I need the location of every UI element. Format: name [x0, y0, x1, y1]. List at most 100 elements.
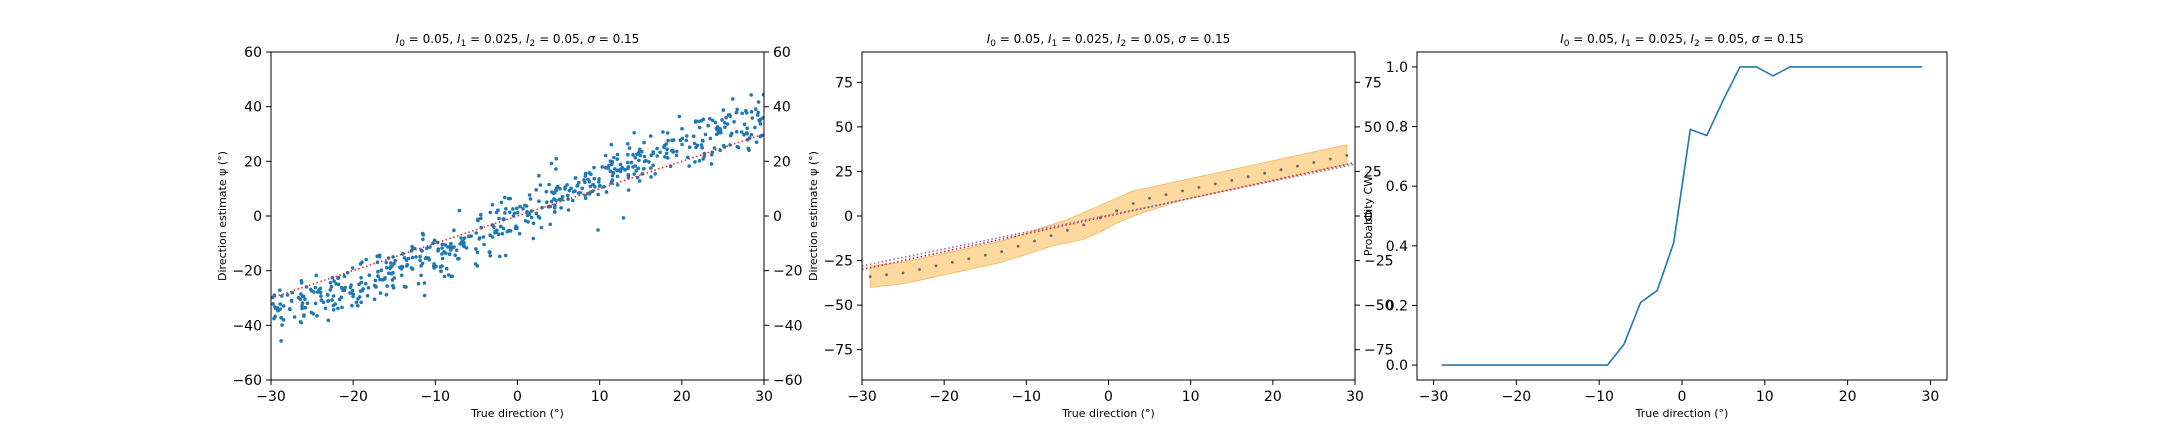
scatter-point: [701, 157, 705, 161]
scatter-point: [615, 157, 620, 161]
scatter-point: [735, 107, 739, 112]
scatter-point: [731, 97, 735, 101]
mean-marker: [1246, 175, 1250, 179]
scatter-point: [379, 268, 384, 273]
scatter-point: [573, 189, 577, 193]
mean-marker: [1049, 234, 1053, 238]
mean-marker: [1066, 228, 1069, 232]
scatter-point: [633, 164, 638, 168]
chart-title: I0 = 0.05, I1 = 0.025, I2 = 0.05, σ = 0.…: [396, 32, 640, 49]
scatter-point: [549, 199, 554, 204]
scatter-point: [503, 253, 508, 258]
scatter-point: [583, 196, 588, 201]
y-tick-label: 40: [244, 100, 262, 116]
scatter-point: [556, 184, 560, 189]
x-tick-label: 30: [755, 389, 773, 405]
scatter-point: [367, 273, 372, 278]
scatter-point: [358, 289, 363, 293]
y-tick-label: 60: [244, 45, 262, 61]
title-i0-subscript: 0: [399, 39, 405, 49]
scatter-point: [432, 238, 437, 243]
scatter-point: [552, 206, 557, 210]
scatter-point: [476, 218, 480, 223]
title-sigma-symbol: σ: [1752, 32, 1760, 46]
x-axis-label: True direction (°): [1635, 407, 1729, 420]
title-i0-subscript: 0: [990, 39, 996, 49]
scatter-point: [736, 145, 741, 150]
scatter-point: [447, 252, 452, 256]
scatter-point: [754, 107, 758, 111]
scatter-point: [671, 138, 676, 142]
y-tick-label: 0.4: [1386, 239, 1408, 255]
scatter-point: [462, 236, 467, 240]
scatter-point: [497, 216, 501, 221]
scatter-point: [588, 184, 593, 189]
mean-marker: [1345, 154, 1349, 157]
title-sigma-symbol: σ: [1178, 32, 1186, 46]
scatter-point: [609, 142, 614, 147]
scatter-point: [621, 216, 626, 220]
scatter-point: [610, 162, 614, 166]
x-tick-label: 10: [1182, 389, 1200, 405]
scatter-point: [449, 241, 453, 246]
scatter-point: [728, 143, 732, 147]
scatter-point: [296, 295, 301, 300]
title-i1-symbol: I: [457, 32, 461, 46]
scatter-point: [618, 167, 623, 172]
x-tick-label: −30: [256, 389, 286, 405]
scatter-point: [637, 147, 642, 152]
scatter-point: [671, 150, 675, 154]
scatter-point: [637, 158, 641, 163]
y-tick-label: 75: [835, 75, 853, 91]
y-tick-label: −50: [823, 298, 853, 314]
scatter-point: [665, 131, 670, 135]
scatter-point: [502, 195, 507, 200]
x-tick-label: −20: [1502, 389, 1532, 405]
title-i0-symbol: I: [987, 32, 991, 46]
scatter-point: [501, 217, 506, 221]
scatter-point: [391, 285, 396, 290]
scatter-point: [342, 288, 347, 293]
scatter-point: [754, 140, 759, 144]
scatter-point: [447, 245, 452, 249]
scatter-point: [521, 207, 525, 211]
scatter-point: [318, 290, 323, 295]
scatter-panel: −30 −20 −10 0 10 20 30−60−40−200204060−60−40−2…: [216, 32, 803, 420]
scatter-point: [359, 300, 364, 305]
right-y-tick-label: 0: [1364, 209, 1373, 225]
scatter-point: [289, 298, 294, 303]
y-axis-label: Direction estimate ψ (°): [807, 151, 820, 281]
scatter-point: [755, 113, 760, 117]
scatter-point: [558, 187, 562, 191]
scatter-point: [577, 180, 581, 185]
scatter-point: [642, 154, 647, 159]
scatter-point: [648, 134, 653, 138]
mean-marker: [1279, 168, 1283, 172]
mean-marker: [1131, 202, 1135, 205]
scatter-point: [301, 294, 306, 299]
mean-marker: [1230, 178, 1234, 182]
scatter-point: [691, 134, 696, 138]
scatter-point: [278, 302, 283, 306]
scatter-point: [649, 175, 653, 179]
scatter-point: [723, 125, 727, 129]
scatter-point: [684, 138, 689, 143]
scatter-point: [515, 211, 520, 215]
scatter-point: [444, 266, 449, 271]
title-i2-subscript: 2: [1121, 39, 1127, 49]
scatter-point: [432, 266, 436, 270]
scatter-point: [708, 117, 712, 121]
scatter-point: [715, 125, 720, 129]
scatter-point: [461, 244, 466, 248]
scatter-point: [629, 160, 634, 165]
scatter-point: [734, 110, 739, 115]
title-i1-symbol: I: [1048, 32, 1052, 46]
scatter-point: [416, 281, 421, 286]
scatter-point: [626, 188, 631, 192]
scatter-point: [597, 184, 602, 188]
title-i0-value: = 0.05,: [405, 32, 457, 46]
right-y-tick-label: 50: [1364, 120, 1382, 136]
scatter-point: [664, 151, 669, 156]
y-tick-label: −40: [232, 318, 262, 334]
